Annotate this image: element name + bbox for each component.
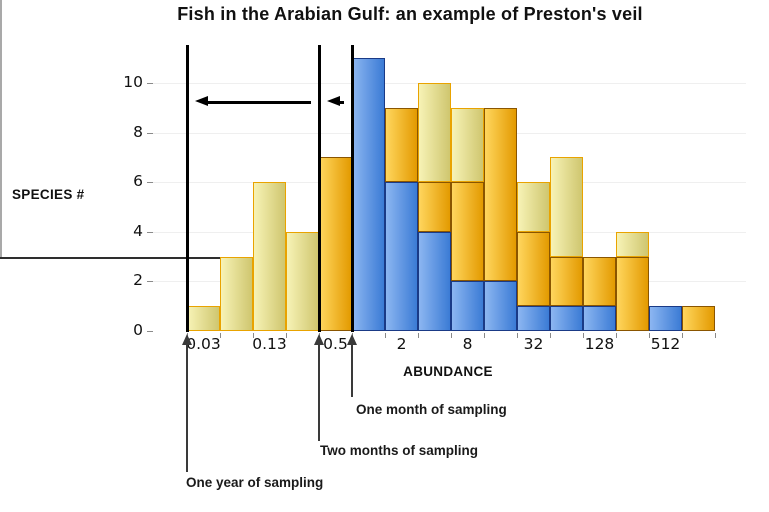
bar-segment-two-months xyxy=(451,182,484,282)
bar-segment-one-year xyxy=(517,182,550,232)
bar-segment-two-months xyxy=(550,256,583,307)
annotation-label: One year of sampling xyxy=(186,475,324,490)
veil-line xyxy=(350,45,354,332)
annotation-pointer-line xyxy=(351,345,353,397)
veil-line xyxy=(317,45,321,332)
x-tick-label: 0.03 xyxy=(186,335,221,353)
up-arrow-icon xyxy=(347,334,357,345)
y-axis-tick xyxy=(147,331,153,332)
left-arrow-icon xyxy=(195,96,208,106)
bar-segment-one-year xyxy=(451,107,484,183)
bar-segment-one-year xyxy=(418,83,451,183)
annotation-label: One month of sampling xyxy=(356,402,507,417)
x-axis-tick xyxy=(451,333,452,338)
annotation-label: Two months of sampling xyxy=(320,443,478,458)
bar-segment-one-month xyxy=(550,306,583,331)
veil-arrow-line xyxy=(338,101,344,104)
x-axis-tick xyxy=(649,333,650,338)
bar-segment-one-year xyxy=(187,306,220,331)
bar-segment-two-months xyxy=(616,256,649,331)
bar-segment-two-months xyxy=(682,306,715,331)
bar-segment-one-month xyxy=(352,58,385,331)
bar-segment-one-month xyxy=(484,281,517,331)
x-tick-label: 128 xyxy=(584,335,615,353)
x-axis-tick xyxy=(385,333,386,338)
x-axis-label: ABUNDANCE xyxy=(403,364,493,379)
bar-segment-one-year xyxy=(550,157,583,257)
veil-arrow-line xyxy=(206,101,311,104)
bar-segment-two-months xyxy=(319,157,352,331)
y-axis-line xyxy=(0,0,2,257)
x-axis-tick xyxy=(715,333,716,338)
annotation-pointer-line xyxy=(186,345,188,472)
y-tick-label: 0 xyxy=(133,321,143,339)
annotation-pointer-line xyxy=(318,345,320,441)
up-arrow-icon xyxy=(182,334,192,345)
x-tick-label: 8 xyxy=(462,335,473,353)
bar-segment-one-year xyxy=(286,231,319,331)
bar-segment-one-month xyxy=(385,182,418,331)
x-axis-tick xyxy=(550,333,551,338)
bar-segment-two-months xyxy=(517,231,550,307)
bar-segment-two-months xyxy=(484,107,517,282)
chart-title: Fish in the Arabian Gulf: an example of … xyxy=(177,4,643,24)
y-axis-tick xyxy=(147,83,153,84)
bar-segment-one-month xyxy=(583,306,616,331)
x-tick-label: 0.13 xyxy=(252,335,287,353)
x-axis-tick xyxy=(286,333,287,338)
y-axis-label: SPECIES # xyxy=(12,187,85,202)
left-arrow-icon xyxy=(327,96,340,106)
y-tick-label: 10 xyxy=(123,73,143,91)
x-tick-label: 512 xyxy=(650,335,681,353)
y-tick-label: 6 xyxy=(133,172,143,191)
y-tick-label: 8 xyxy=(133,122,143,141)
x-tick-label: 0.5 xyxy=(323,335,348,353)
x-axis-tick xyxy=(682,333,683,338)
bar-segment-one-month xyxy=(649,306,682,331)
y-tick-label: 2 xyxy=(133,271,143,290)
bar-segment-one-year xyxy=(253,182,286,331)
bar-segment-one-year xyxy=(220,256,253,331)
x-axis-tick xyxy=(517,333,518,338)
bar-segment-one-month xyxy=(451,281,484,331)
bar-segment-two-months xyxy=(385,107,418,183)
x-axis-tick xyxy=(616,333,617,338)
bar-segment-two-months xyxy=(583,256,616,307)
y-tick-label: 4 xyxy=(133,221,143,240)
y-axis-tick xyxy=(147,231,153,233)
up-arrow-icon xyxy=(314,334,324,345)
x-tick-label: 2 xyxy=(396,335,407,353)
bar-segment-one-month xyxy=(418,231,451,331)
x-axis-tick xyxy=(484,333,485,338)
y-axis-tick xyxy=(147,132,153,134)
x-axis-tick xyxy=(220,333,221,338)
y-axis-tick xyxy=(147,182,153,184)
y-axis-tick xyxy=(147,281,153,283)
x-axis-tick xyxy=(583,333,584,338)
bar-segment-two-months xyxy=(418,182,451,232)
bar-segment-one-month xyxy=(517,306,550,331)
x-tick-label: 32 xyxy=(523,335,544,353)
x-axis-tick xyxy=(418,333,419,338)
veil-line xyxy=(185,45,189,332)
x-axis-tick xyxy=(253,333,254,338)
bar-segment-one-year xyxy=(616,231,649,257)
